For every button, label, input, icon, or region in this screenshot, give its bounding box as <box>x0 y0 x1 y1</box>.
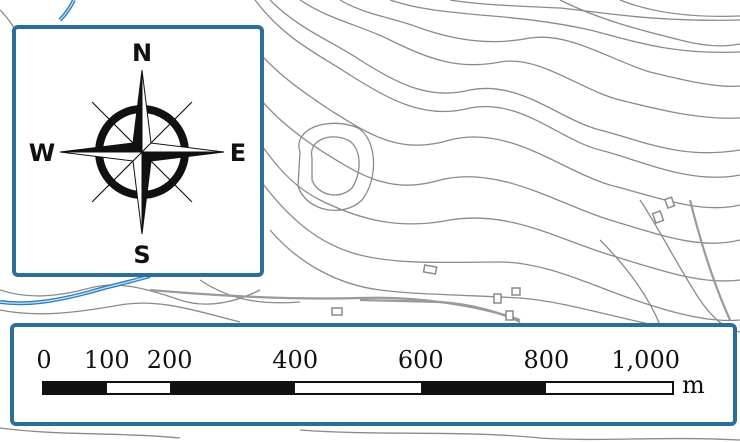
scale-unit-label: m <box>682 371 705 399</box>
scale-segment-4 <box>295 383 421 393</box>
scale-tick-label: 100 <box>83 346 130 374</box>
scale-tick-label: 600 <box>397 346 444 374</box>
compass-rose-icon: N S E W <box>29 39 246 269</box>
scale-tick-label: 1,000 <box>611 346 680 374</box>
scale-tick-label: 200 <box>146 346 193 374</box>
scale-segment-3 <box>169 383 296 393</box>
compass-rose-panel: N S E W <box>12 25 264 277</box>
scale-segment-6 <box>546 383 672 393</box>
scale-segment-5 <box>420 383 547 393</box>
compass-south-label: S <box>133 241 150 269</box>
scale-tick-label: 400 <box>272 346 319 374</box>
scale-tick-label: 0 <box>36 346 52 374</box>
compass-west-label: W <box>29 139 55 167</box>
compass-east-label: E <box>230 139 246 167</box>
buildings <box>331 196 676 321</box>
scale-tick-label: 800 <box>523 346 570 374</box>
scale-bar-panel: 0 100 200 400 600 800 1,000 m <box>10 323 737 426</box>
compass-north-label: N <box>132 39 152 67</box>
scale-segment-2 <box>106 383 170 393</box>
scale-segment-1 <box>44 383 107 393</box>
scale-bar <box>42 381 674 395</box>
